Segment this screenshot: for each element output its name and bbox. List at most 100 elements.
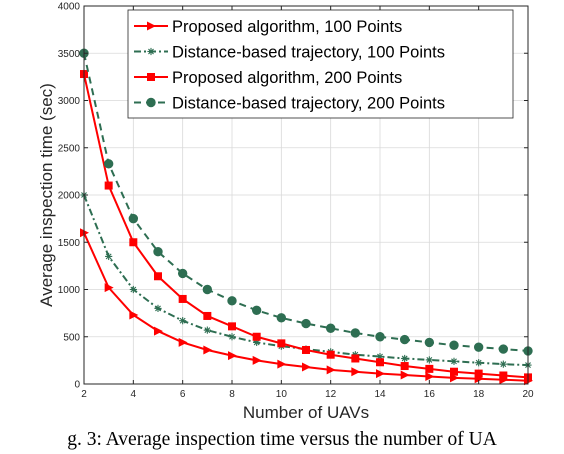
x-tick-label: 10 [276,389,288,400]
data-point [104,283,114,293]
data-point [498,344,509,354]
data-point [424,337,435,348]
data-point [450,357,458,365]
data-point [425,364,434,373]
data-point [425,356,433,364]
data-point [276,313,287,323]
x-tick-label: 20 [522,389,534,400]
x-tick-label: 18 [473,389,485,400]
x-tick-label: 12 [325,389,337,400]
data-point [202,284,213,295]
data-point [375,332,385,342]
data-point [399,334,410,345]
data-point [177,268,188,279]
x-tick-label: 14 [374,389,386,400]
x-tick-label: 16 [424,389,436,400]
data-point [153,247,163,257]
data-point [104,181,113,190]
data-point [302,345,310,354]
series-layer [79,48,533,386]
x-tick-label: 4 [131,389,137,400]
data-point [351,367,361,377]
x-tick-label: 2 [81,389,87,400]
data-point [227,296,237,306]
legend-marker [147,73,155,81]
legend-item: Proposed algorithm, 100 Points [134,18,402,36]
data-point [252,332,261,341]
data-point [103,159,114,169]
data-point [450,367,458,376]
legend-item: Distance-based trajectory, 200 Points [134,95,445,113]
series-line [83,232,529,382]
data-point [228,351,237,361]
data-point [499,371,508,380]
y-tick-label: 3000 [58,96,81,107]
data-point [251,305,262,315]
data-point [277,339,286,348]
data-point [277,359,287,369]
data-point [129,238,138,247]
legend-label: Proposed algorithm, 200 Points [172,69,402,87]
data-point [154,272,162,281]
data-point [474,369,483,378]
figure-caption: g. 3: Average inspection time versus the… [67,429,497,450]
data-point [350,328,361,338]
data-point [129,310,139,320]
y-tick-label: 500 [63,332,80,343]
data-point [154,326,163,336]
data-point [203,311,212,320]
tick-layer: 2 4 6 8 10 12 14 16 18 20 0 500 1000 1500 2000 2500 3000… [58,2,534,401]
series-1 [80,228,533,386]
data-point [203,345,213,355]
series-2 [80,191,532,369]
data-point [154,304,162,312]
data-point [400,362,409,371]
data-point [228,333,236,341]
series-3 [80,70,532,382]
y-tick-label: 2000 [58,191,81,202]
data-point [400,370,410,380]
legend-marker [147,21,156,31]
legend-label: Distance-based trajectory, 100 Points [172,44,445,62]
data-point [475,359,483,367]
data-point [179,317,187,325]
data-point [203,326,211,334]
y-axis-label: Average inspection time (sec) [37,83,56,307]
data-point [425,371,435,381]
legend-marker [147,47,155,56]
data-point [351,354,360,363]
data-point [302,362,311,372]
data-point [128,213,139,224]
y-tick-label: 3500 [58,49,81,60]
data-point [376,369,385,379]
legend-item: Distance-based trajectory, 100 Points [134,44,445,62]
x-tick-label: 6 [180,389,186,400]
data-point [252,355,262,365]
legend-label: Proposed algorithm, 100 Points [172,18,402,36]
data-point [499,360,507,368]
data-point [401,354,409,363]
data-point [376,358,384,367]
y-tick-label: 1500 [58,238,81,249]
x-axis-label: Number of UAVs [243,403,369,422]
x-tick-label: 8 [229,389,235,400]
data-point [449,340,459,350]
data-point [325,323,336,333]
data-point [129,285,137,294]
legend-box [127,9,514,119]
data-point [326,350,335,359]
y-tick-label: 4000 [58,2,81,13]
legend: Proposed algorithm, 100 Points Distance-b… [127,9,514,119]
y-tick-label: 0 [74,380,80,391]
data-point [326,365,336,375]
legend-label: Distance-based trajectory, 200 Points [172,95,445,113]
series-line [83,194,529,367]
data-point [228,322,236,331]
data-point [301,318,311,329]
series-line [83,73,529,379]
y-tick-label: 2500 [58,143,81,154]
y-tick-label: 1000 [58,285,81,296]
data-point [105,252,113,261]
data-point [178,337,188,347]
